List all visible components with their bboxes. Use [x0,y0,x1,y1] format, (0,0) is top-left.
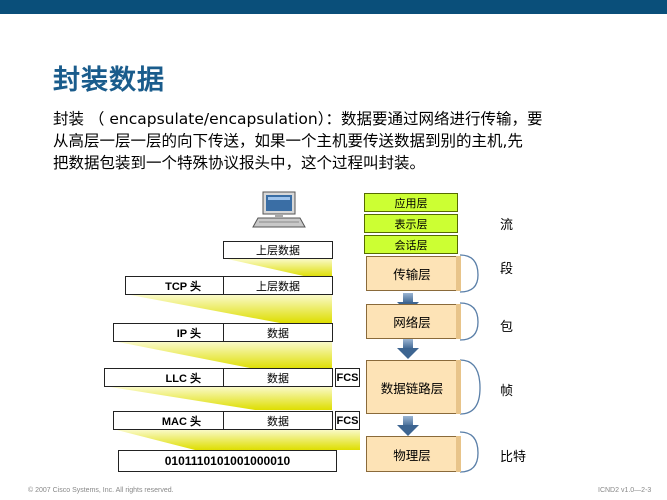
paragraph-line-1: 封装 （ encapsulate/encapsulation）：数据要通过网络进… [53,110,543,128]
top-banner [0,0,667,14]
llc-fcs-box: FCS [335,368,360,387]
llc-header-box: LLC 头 [104,368,224,387]
projection-mac-to-bits [113,429,360,450]
brace-datalink [459,359,481,415]
tcp-header-box: TCP 头 [125,276,224,295]
down-arrow-icon [397,416,419,436]
ip-data-box: 数据 [223,323,333,342]
layer-network: 网络层 [366,304,458,339]
slide-title: 封装数据 [53,65,165,96]
unit-frame: 帧 [500,384,514,399]
layer-datalink: 数据链路层 [366,360,458,414]
computer-icon [252,191,306,228]
layer-side-shade [456,304,461,339]
projection-tcp-to-ip [125,294,332,323]
copyright-footer: © 2007 Cisco Systems, Inc. All rights re… [28,487,174,494]
layer-application: 应用层 [364,193,458,212]
layer-transport: 传输层 [366,256,458,291]
layer-physical: 物理层 [366,436,458,472]
mac-data-box: 数据 [223,411,333,430]
unit-segment: 段 [500,262,514,277]
layer-presentation: 表示层 [364,214,458,233]
tcp-data-box: 上层数据 [223,276,333,295]
ip-header-box: IP 头 [113,323,224,342]
layer-side-shade [456,436,461,472]
mac-header-box: MAC 头 [113,411,224,430]
unit-bit: 比特 [500,450,527,465]
bitstream-box: 0101110101001000010 [118,450,337,472]
unit-packet: 包 [500,320,514,335]
layer-session: 会话层 [364,235,458,254]
llc-data-box: 数据 [223,368,333,387]
course-code-footer: ICND2 v1.0—2-3 [598,487,652,494]
layer-side-shade [456,360,461,414]
down-arrow-icon [397,339,419,359]
projection-llc-to-mac [104,386,332,410]
projection-upper-to-tcp [223,258,332,277]
projection-ip-to-llc [113,341,332,369]
mac-fcs-box: FCS [335,411,360,430]
paragraph-line-3: 把数据包装到一个特殊协议报头中，这个过程叫封装。 [53,154,426,172]
unit-stream: 流 [500,218,514,233]
layer-side-shade [456,256,461,291]
brace-network [459,302,479,341]
brace-transport [459,254,479,293]
paragraph-line-2: 从高层一层一层的向下传送，如果一个主机要传送数据到别的主机,先 [53,132,523,150]
description-paragraph: 封装 （ encapsulate/encapsulation）：数据要通过网络进… [53,108,623,174]
upper-data-box: 上层数据 [223,241,333,259]
brace-physical [459,431,479,473]
